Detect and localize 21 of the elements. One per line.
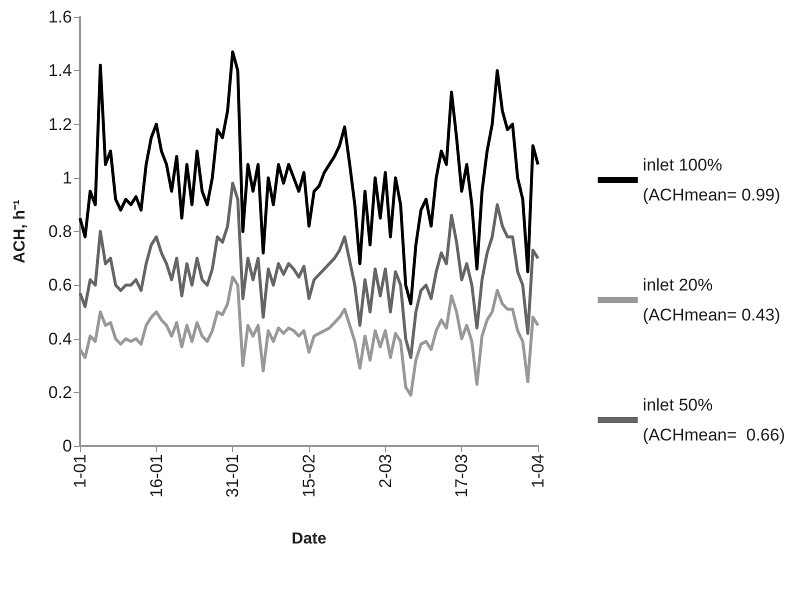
y-tick-label: 0.4 xyxy=(48,329,72,348)
y-axis-title: ACH, h⁻¹ xyxy=(12,200,28,264)
y-tick-label: 0 xyxy=(62,436,72,456)
x-tick-label: 1-04 xyxy=(528,454,548,488)
x-tick-label: 2-03 xyxy=(376,454,395,488)
legend-label: inlet 100% (ACHmean= 0.99) xyxy=(642,156,780,204)
y-tick-label: 0.2 xyxy=(48,382,72,402)
y-tick-label: 1 xyxy=(62,168,72,188)
x-tick-label: 15-02 xyxy=(300,454,318,498)
y-tick-label: 0.8 xyxy=(48,222,72,241)
y-tick-label: 1.6 xyxy=(48,8,72,26)
legend-label: inlet 50% (ACHmean= 0.66) xyxy=(642,396,785,444)
x-tick-label: 1-01 xyxy=(70,454,90,488)
y-tick-label: 1.2 xyxy=(48,114,72,134)
x-tick-label: 16-01 xyxy=(146,454,166,498)
legend-label: inlet 20% (ACHmean= 0.43) xyxy=(642,276,780,324)
y-tick-label: 0.6 xyxy=(48,276,72,295)
x-tick-label: 17-03 xyxy=(452,454,472,498)
x-tick-label: 31-01 xyxy=(223,454,242,498)
y-tick-label: 1.4 xyxy=(48,61,72,80)
x-axis-title: Date xyxy=(292,530,326,548)
